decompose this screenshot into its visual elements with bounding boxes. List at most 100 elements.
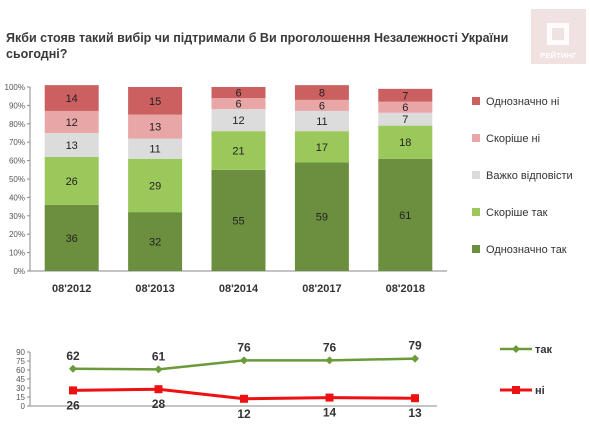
bar-segment	[44, 110, 99, 133]
data-point-marker	[69, 364, 77, 373]
data-point-marker	[154, 385, 163, 394]
y-tick-label: 45	[16, 375, 25, 384]
legend-label: Скоріше ні	[486, 133, 540, 145]
bar-segment	[211, 109, 266, 132]
x-category-label: 08'2014	[219, 283, 259, 295]
bar-segment	[128, 158, 183, 213]
y-tick-label: 40%	[9, 193, 25, 202]
bar-value-label: 6	[319, 100, 325, 112]
bar-value-label: 6	[402, 102, 408, 114]
bar-segment	[294, 110, 349, 132]
bar-value-label: 13	[66, 140, 78, 152]
bar-segment	[211, 98, 266, 110]
line-value-label: 62	[66, 349, 80, 363]
chart-title: Якби стояв такий вибір чи підтримали б В…	[6, 31, 509, 61]
bar-value-label: 13	[149, 122, 161, 134]
data-point-marker	[325, 356, 334, 365]
stacked-bar-chart: 0% 10% 20% 30% 40% 50% 60% 70% 80% 90% 100% 36 26 13 1…	[5, 83, 573, 295]
y-tick-label: 0	[21, 402, 26, 411]
bar-segment	[294, 162, 349, 271]
y-tick-label: 70%	[9, 138, 25, 147]
rating-logo: РЕЙТИНГ	[531, 9, 586, 64]
logo-mark-icon	[547, 23, 569, 45]
data-point-marker	[240, 394, 248, 403]
bar-segment	[44, 85, 99, 111]
legend-swatch	[472, 208, 480, 216]
bar-value-label: 21	[232, 145, 244, 157]
bar-value-label: 29	[149, 180, 161, 192]
legend-label: Однозначно так	[486, 244, 567, 256]
bar-segment	[128, 138, 183, 159]
x-category-label: 08'2017	[302, 283, 341, 295]
legend-label: Важко відповісти	[486, 170, 573, 182]
bar-value-label: 12	[66, 117, 78, 129]
data-point-marker	[154, 365, 163, 374]
y-tick-label: 0%	[13, 267, 25, 276]
data-point-marker	[411, 394, 419, 403]
data-point-marker	[69, 386, 77, 395]
data-point-marker	[325, 393, 334, 402]
y-tick-label: 20%	[9, 230, 25, 239]
line-value-label: 76	[323, 340, 337, 354]
bar-segment	[378, 88, 433, 102]
bar-value-label: 26	[66, 176, 78, 188]
y-tick-label: 90%	[9, 101, 25, 110]
bar-segment	[44, 204, 99, 271]
legend-swatch	[472, 171, 480, 179]
line-value-label: 12	[237, 407, 251, 421]
bar-segment	[211, 131, 266, 170]
legend-swatch	[472, 97, 480, 105]
bar-value-label: 59	[316, 212, 328, 224]
line-value-label: 28	[152, 397, 166, 411]
legend-marker	[512, 345, 520, 353]
y-tick-label: 80%	[9, 120, 25, 129]
x-category-label: 08'2012	[52, 283, 91, 295]
line-value-label: 61	[152, 349, 166, 363]
line-value-label: 76	[237, 340, 251, 354]
bar-segment	[128, 87, 183, 115]
bar-value-label: 15	[149, 96, 161, 108]
bar-value-label: 17	[316, 142, 328, 154]
y-tick-label: 60	[16, 366, 25, 375]
legend-label: ні	[535, 385, 545, 397]
y-tick-label: 90	[16, 348, 25, 357]
bar-value-label: 11	[316, 116, 327, 128]
data-point-marker	[411, 354, 419, 363]
line-value-label: 79	[408, 339, 422, 353]
bar-value-label: 32	[149, 237, 161, 249]
y-tick-label: 60%	[9, 157, 25, 166]
bar-segment	[211, 169, 266, 271]
legend-label: Скоріше так	[486, 207, 548, 219]
bar-segment	[294, 99, 349, 111]
y-tick-label: 30%	[9, 212, 25, 221]
y-tick-label: 75	[16, 357, 25, 366]
bar-value-label: 55	[232, 215, 244, 227]
y-tick-label: 15	[16, 393, 25, 402]
data-point-marker	[240, 356, 248, 365]
bar-value-label: 6	[235, 88, 241, 100]
bar-value-label: 8	[319, 88, 325, 100]
bar-segment	[128, 114, 183, 139]
bar-segment	[378, 112, 433, 126]
bar-segment	[294, 131, 349, 163]
legend-label: так	[535, 344, 553, 356]
bar-segment	[378, 101, 433, 113]
bar-value-label: 7	[402, 90, 408, 102]
bar-value-label: 61	[399, 210, 411, 222]
bar-value-label: 7	[402, 114, 408, 126]
y-tick-label: 10%	[9, 249, 25, 258]
bar-segment	[211, 87, 266, 99]
bar-segment	[128, 212, 183, 271]
legend-label: Однозначно ні	[486, 96, 559, 108]
bar-value-label: 36	[66, 233, 78, 245]
logo-text: РЕЙТИНГ	[540, 51, 577, 60]
bar-value-label: 6	[235, 99, 241, 111]
y-tick-label: 100%	[5, 83, 25, 92]
bar-value-label: 11	[149, 144, 160, 156]
bar-value-label: 12	[232, 115, 244, 127]
bar-segment	[378, 125, 433, 159]
y-tick-label: 50%	[9, 175, 25, 184]
legend-swatch	[472, 245, 480, 253]
bar-segment	[44, 156, 99, 205]
